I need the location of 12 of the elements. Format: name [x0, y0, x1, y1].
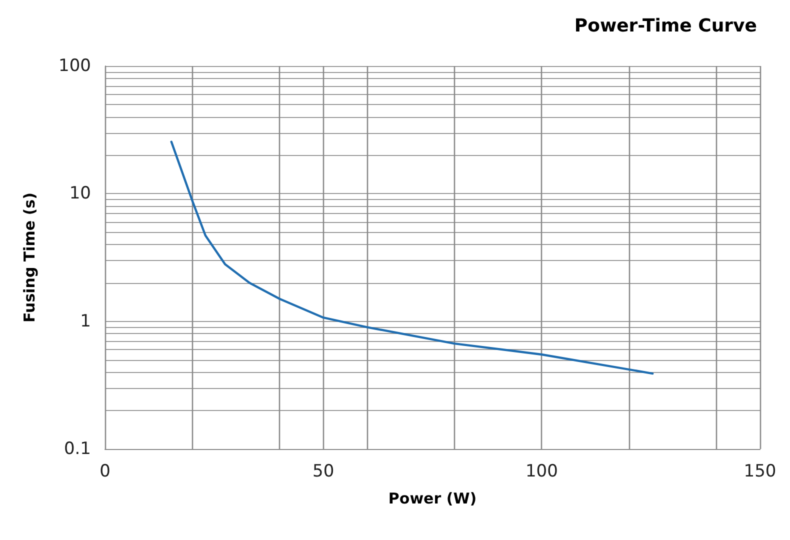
- x-axis-title: Power (W): [388, 490, 477, 508]
- x-tick-label: 150: [744, 462, 776, 482]
- x-tick-label: 100: [525, 462, 558, 482]
- chart-title: Power-Time Curve: [574, 16, 758, 36]
- y-tick-label: 1: [80, 311, 91, 332]
- y-tick-label: 10: [69, 184, 91, 204]
- x-tick-label: 0: [100, 462, 110, 482]
- x-tick-label: 50: [312, 462, 334, 482]
- y-axis-title: Fusing Time (s): [20, 192, 38, 322]
- y-tick-label: 0.1: [64, 439, 91, 459]
- line-series: [170, 140, 654, 375]
- y-tick-label: 100: [58, 56, 91, 76]
